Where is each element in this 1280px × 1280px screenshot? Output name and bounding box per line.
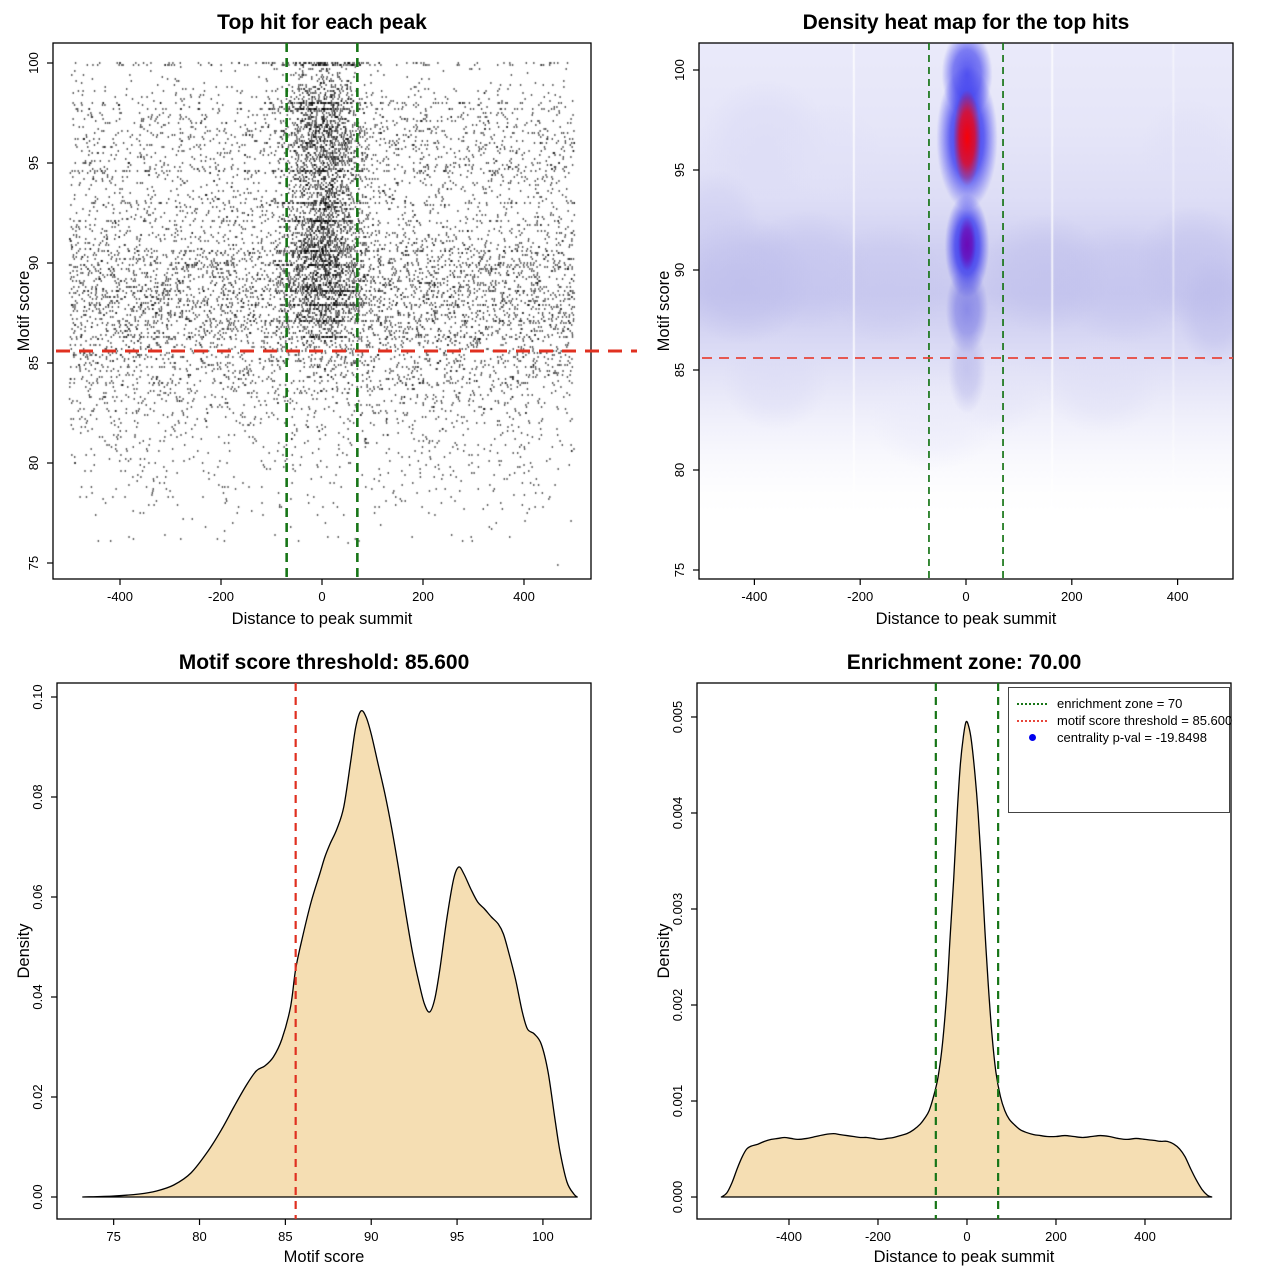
y-tick-label: 0.06 [30,884,45,909]
x-tick-label: -400 [776,1229,802,1244]
x-tick-label: 0 [318,589,325,604]
x-tick-label: 80 [192,1229,206,1244]
x-tick-label: 100 [532,1229,554,1244]
y-tick-label: 100 [26,52,41,74]
x-tick-label: 200 [1045,1229,1067,1244]
y-tick-label: 0.002 [670,989,685,1022]
y-tick-label: 0.08 [30,784,45,809]
legend-item-label: enrichment zone = 70 [1057,696,1183,711]
x-tick-label: -400 [741,589,767,604]
xlabel-heatmap: Distance to peak summit [875,610,1057,628]
y-tick-label: 75 [26,556,41,570]
legend-point-icon [1017,734,1047,741]
ylabel-distance-density: Density [655,923,673,979]
xlabel-scatter: Distance to peak summit [231,610,413,628]
y-tick-label: 100 [672,59,687,81]
x-tick-label: 200 [412,589,434,604]
legend-symbol [1017,702,1047,705]
xlabel-distance-density: Distance to peak summit [873,1248,1055,1266]
plot-frame [56,682,592,1220]
legend-item: enrichment zone = 70 [1017,695,1221,712]
x-tick-label: 75 [106,1229,120,1244]
ylabel-scatter: Motif score [15,270,33,352]
y-tick-label: 95 [26,156,41,170]
x-tick-label: 400 [513,589,535,604]
xlabel-score-density: Motif score [283,1248,365,1266]
y-tick-label: 0.10 [30,684,45,709]
panel-title-score-density: Motif score threshold: 85.600 [178,651,470,674]
legend: enrichment zone = 70 motif score threshol… [1008,687,1232,813]
y-tick-label: 90 [26,256,41,270]
plot-frame [698,42,1234,580]
y-tick-label: 0.003 [670,893,685,926]
legend-symbol [1017,719,1047,722]
ylabel-score-density: Density [15,923,33,979]
x-tick-label: -200 [847,589,873,604]
panel-title-heatmap: Density heat map for the top hits [802,11,1130,34]
plot-frame [696,682,1232,1220]
panel-title-scatter: Top hit for each peak [217,11,427,34]
y-tick-label: 0.005 [670,701,685,734]
legend-item-label: centrality p-val = -19.8498 [1057,730,1207,745]
x-tick-label: -200 [208,589,234,604]
x-tick-label: -400 [107,589,133,604]
x-tick-label: 90 [364,1229,378,1244]
x-tick-label: 400 [1134,1229,1156,1244]
x-tick-label: 400 [1167,589,1189,604]
x-tick-label: 85 [278,1229,292,1244]
legend-dotted-line-icon [1017,702,1047,705]
y-tick-label: 85 [672,363,687,377]
y-tick-label: 0.04 [30,984,45,1009]
legend-dotted-line-icon [1017,719,1047,722]
density-curve [82,709,578,1198]
x-tick-label: -200 [865,1229,891,1244]
plot-frame [52,42,592,580]
top-hit-scatter-canvas [53,43,591,579]
x-tick-label: 95 [450,1229,464,1244]
y-tick-label: 80 [26,456,41,470]
density-curve [720,720,1213,1198]
legend-item: motif score threshold = 85.600 [1017,712,1232,729]
y-tick-label: 0.000 [670,1181,685,1214]
ylabel-heatmap: Motif score [655,270,673,352]
legend-symbol [1028,734,1036,741]
y-tick-label: 0.00 [30,1184,45,1209]
y-tick-label: 0.001 [670,1085,685,1118]
y-tick-label: 85 [26,356,41,370]
density-heatmap-canvas [699,43,1233,579]
y-tick-label: 75 [672,563,687,577]
y-tick-label: 0.004 [670,797,685,830]
y-tick-label: 95 [672,163,687,177]
legend-item-label: motif score threshold = 85.600 [1057,713,1233,728]
x-tick-label: 0 [963,1229,970,1244]
y-tick-label: 80 [672,463,687,477]
y-tick-label: 90 [672,263,687,277]
legend-item: centrality p-val = -19.8498 [1017,729,1221,746]
y-tick-label: 0.02 [30,1084,45,1109]
x-tick-label: 200 [1061,589,1083,604]
x-tick-label: 0 [962,589,969,604]
panel-title-distance-density: Enrichment zone: 70.00 [846,651,1082,674]
